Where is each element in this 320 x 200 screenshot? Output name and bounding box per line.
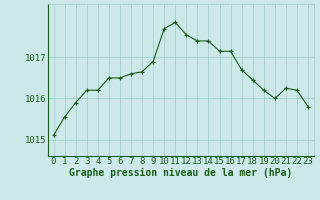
X-axis label: Graphe pression niveau de la mer (hPa): Graphe pression niveau de la mer (hPa)	[69, 168, 292, 178]
